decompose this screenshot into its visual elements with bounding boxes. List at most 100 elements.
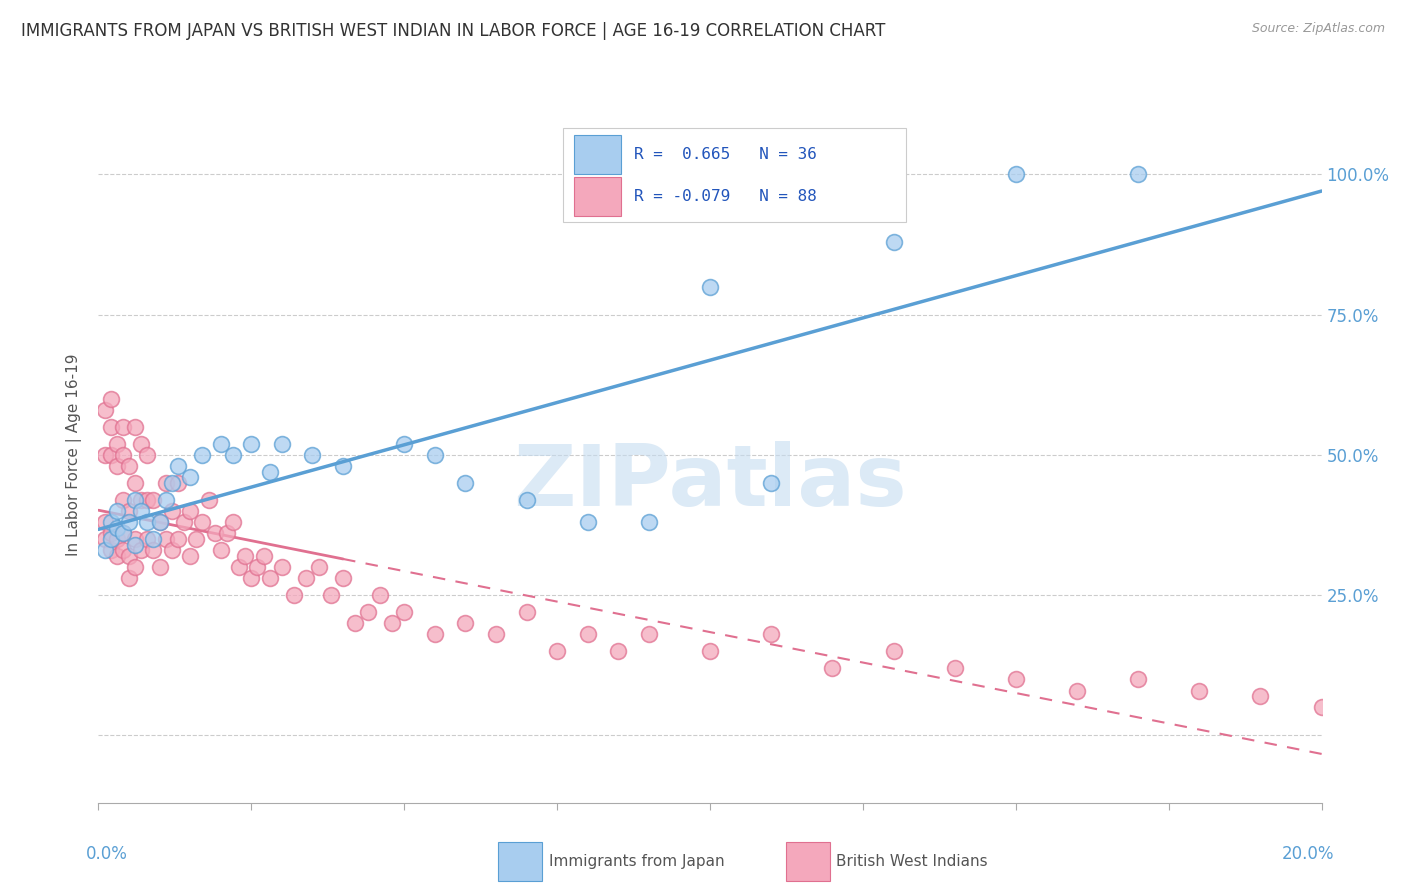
Point (167, 475, 190, 490)
Point (454, 616, 477, 631)
Point (111, 526, 134, 541)
Point (142, 532, 165, 546)
Point (1004, 167, 1026, 181)
Text: 20.0%: 20.0% (1281, 845, 1334, 863)
Point (129, 492, 152, 507)
Point (136, 492, 159, 507)
Point (1188, 683, 1211, 698)
Point (173, 515, 195, 529)
Point (93, 543, 115, 558)
Point (1249, 689, 1271, 703)
Point (295, 571, 318, 585)
Text: 0.0%: 0.0% (86, 845, 128, 863)
Point (943, 661, 966, 675)
Point (368, 588, 391, 602)
FancyBboxPatch shape (498, 842, 543, 881)
Point (344, 616, 367, 631)
Point (136, 515, 159, 529)
Point (160, 475, 183, 490)
Point (191, 448, 214, 462)
Point (105, 532, 128, 546)
Text: Immigrants from Japan: Immigrants from Japan (548, 855, 724, 870)
Point (160, 504, 183, 518)
Point (111, 420, 134, 434)
Point (301, 448, 323, 462)
Point (215, 526, 238, 541)
Point (392, 436, 416, 450)
Point (246, 560, 269, 574)
Point (155, 532, 177, 546)
Point (118, 549, 141, 563)
Point (129, 543, 152, 558)
Text: R =  0.665   N = 36: R = 0.665 N = 36 (634, 147, 817, 161)
Point (124, 532, 146, 546)
Point (1128, 167, 1150, 181)
Point (252, 549, 274, 563)
Point (423, 448, 446, 462)
Point (136, 532, 159, 546)
Point (155, 475, 177, 490)
Point (111, 526, 134, 541)
Point (1004, 673, 1026, 687)
Point (270, 436, 292, 450)
Point (454, 475, 477, 490)
Point (607, 644, 630, 658)
Point (149, 515, 172, 529)
Point (186, 532, 208, 546)
Point (637, 627, 661, 641)
Point (485, 627, 508, 641)
Point (118, 459, 141, 474)
Point (546, 644, 568, 658)
FancyBboxPatch shape (786, 842, 830, 881)
Point (204, 526, 226, 541)
Point (142, 492, 165, 507)
Point (179, 504, 201, 518)
Text: R = -0.079   N = 88: R = -0.079 N = 88 (634, 188, 817, 203)
Point (105, 521, 128, 535)
Point (883, 235, 905, 249)
Point (392, 605, 416, 619)
Point (197, 492, 219, 507)
Text: IMMIGRANTS FROM JAPAN VS BRITISH WEST INDIAN IN LABOR FORCE | AGE 16-19 CORRELAT: IMMIGRANTS FROM JAPAN VS BRITISH WEST IN… (21, 22, 886, 40)
Point (179, 549, 201, 563)
Point (1066, 683, 1088, 698)
Point (100, 543, 122, 558)
Point (100, 532, 122, 546)
Point (155, 492, 177, 507)
Point (699, 279, 721, 293)
Point (100, 392, 122, 406)
Point (699, 644, 721, 658)
Point (160, 543, 183, 558)
Point (259, 465, 281, 479)
Point (332, 459, 354, 474)
Point (111, 492, 134, 507)
Point (118, 504, 141, 518)
Point (759, 475, 782, 490)
Point (124, 492, 146, 507)
Point (124, 538, 146, 552)
Point (516, 492, 538, 507)
Point (179, 470, 201, 484)
Point (1310, 700, 1333, 714)
Text: ZIPatlas: ZIPatlas (513, 442, 907, 524)
Point (136, 448, 159, 462)
Point (111, 448, 134, 462)
Point (93, 532, 115, 546)
Point (308, 560, 330, 574)
Point (821, 661, 844, 675)
Point (191, 515, 214, 529)
Point (259, 571, 281, 585)
Text: British West Indians: British West Indians (837, 855, 987, 870)
Point (105, 504, 128, 518)
Point (222, 448, 245, 462)
Point (124, 420, 146, 434)
Point (759, 627, 782, 641)
FancyBboxPatch shape (564, 128, 905, 222)
Point (423, 627, 446, 641)
Point (105, 436, 128, 450)
Point (240, 571, 263, 585)
Point (270, 560, 292, 574)
Text: Source: ZipAtlas.com: Source: ZipAtlas.com (1251, 22, 1385, 36)
Point (883, 644, 905, 658)
Point (118, 515, 141, 529)
